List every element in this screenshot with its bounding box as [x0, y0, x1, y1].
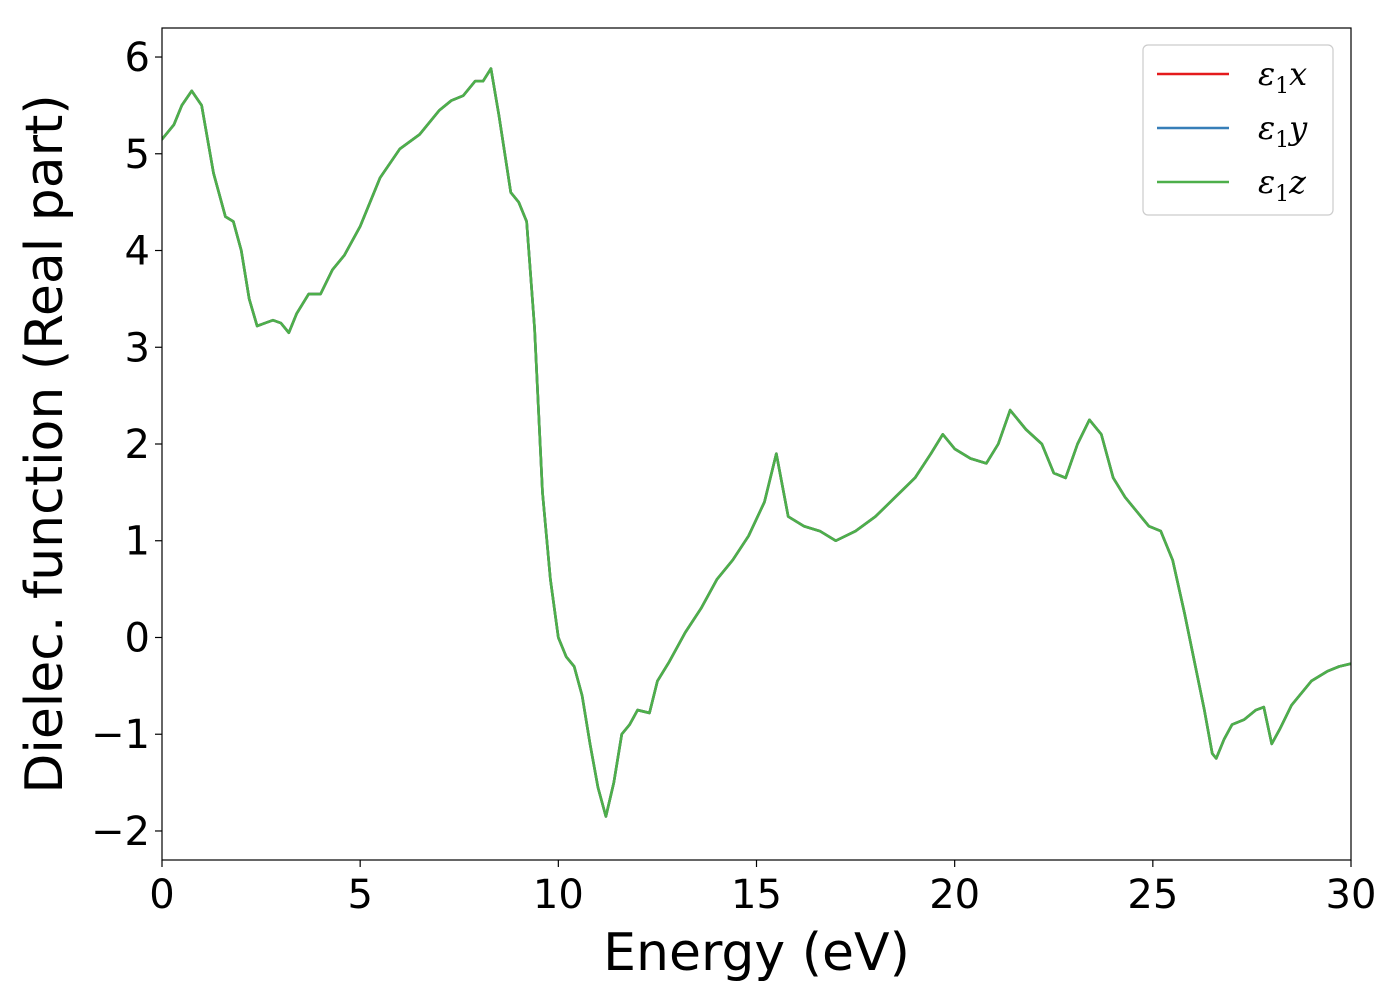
- x-tick-label: 10: [533, 872, 584, 918]
- y-tick-label: −1: [91, 712, 150, 758]
- legend-label-x: ε1x: [1258, 55, 1307, 99]
- y-tick-label: −2: [91, 809, 150, 855]
- y-tick-label: 2: [125, 422, 150, 468]
- x-tick-label: 30: [1326, 872, 1377, 918]
- legend-items: ε1x ε1y ε1z: [1157, 55, 1308, 207]
- x-tick-label: 0: [149, 872, 174, 918]
- x-tick-label: 5: [347, 872, 372, 918]
- x-tick-label: 25: [1127, 872, 1178, 918]
- y-axis-title: Dielec. function (Real part): [15, 94, 75, 793]
- y-tick-label: 0: [125, 615, 150, 661]
- x-axis-ticks: 0 5 10 15 20 25 30: [149, 860, 1376, 918]
- y-tick-label: 6: [125, 35, 150, 81]
- x-tick-label: 20: [929, 872, 980, 918]
- legend-box: [1142, 44, 1334, 216]
- y-tick-label: 4: [125, 229, 150, 275]
- x-axis-title: Energy (eV): [603, 923, 910, 983]
- series-line-z: [162, 67, 1351, 818]
- y-tick-label: 1: [125, 519, 150, 565]
- y-axis-ticks: −2 −1 0 1 2 3 4 5 6: [91, 35, 162, 855]
- x-tick-label: 15: [731, 872, 782, 918]
- legend: ε1x ε1y ε1z: [1142, 44, 1334, 216]
- series-layer: [162, 67, 1351, 818]
- legend-label-z: ε1z: [1258, 163, 1307, 207]
- y-tick-label: 3: [125, 325, 150, 371]
- y-tick-label: 5: [125, 132, 150, 178]
- legend-label-y: ε1y: [1258, 109, 1308, 153]
